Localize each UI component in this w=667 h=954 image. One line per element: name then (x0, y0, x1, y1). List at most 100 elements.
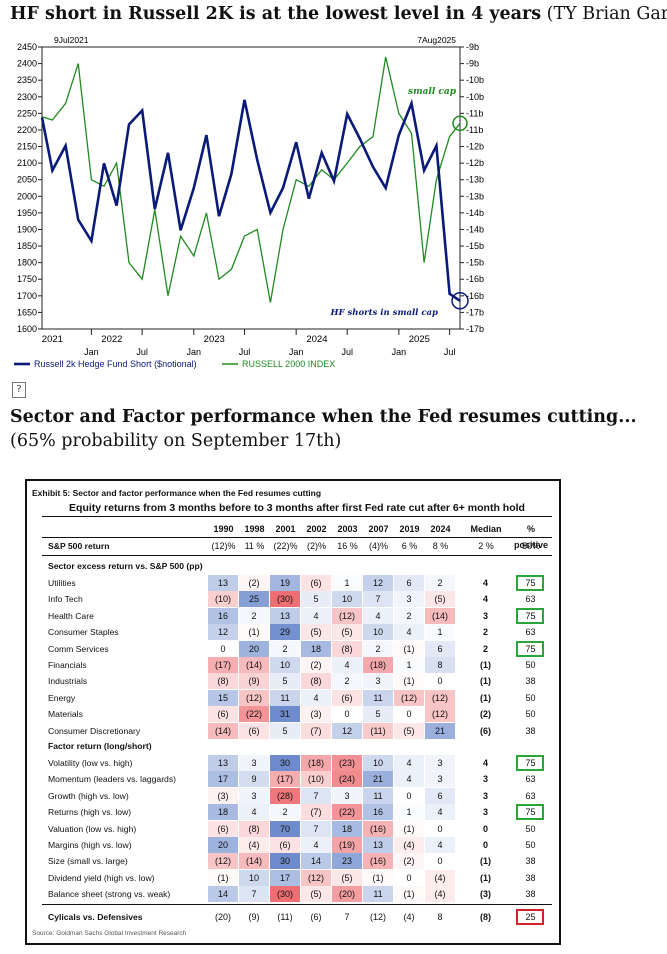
month-tick-label: Jan (84, 347, 99, 357)
factor-cell: (6) (270, 837, 300, 853)
factor-cell: 0 (406, 872, 412, 883)
sector-cell: (17) (208, 657, 238, 673)
factor-median: 3 (482, 807, 488, 818)
sector-cell: (6) (332, 689, 362, 706)
sector-cell: 12 (363, 575, 393, 591)
factor-cell: 7 (239, 886, 269, 903)
factor-cell: (16) (363, 820, 393, 837)
right-tick-label: -9b (466, 59, 479, 69)
exhibit-table: Exhibit 5: Sector and factor performance… (25, 479, 561, 945)
chart1-heading-rest: (TY Brian Garrett) (546, 4, 667, 24)
sector-cell: (2) (301, 657, 331, 673)
sector-cell: 16 (208, 607, 238, 624)
factor-cell: 16 (363, 804, 393, 821)
factor-cell: (30) (270, 886, 300, 903)
factor-row: Volatility (low vs. high) 13 3 30 (18) (23) 10… (42, 755, 552, 771)
year-label: 2022 (101, 334, 122, 345)
sector-cell: (14) (425, 607, 455, 624)
sector-row: Comm Services 0 20 2 18 (8) 2 (1) 6 2 75 (42, 640, 552, 657)
factor-row: Valuation (low vs. high) (6) (8) 70 7 18 (16)(… (42, 820, 552, 837)
column-header: 1998 (244, 524, 265, 534)
sector-cell: (12) (239, 689, 269, 706)
end-date-label: 7Aug2025 (417, 35, 456, 45)
sector-row: Materials (6) (22) 31 (3) 0 5 0 (12) (2) 50 (42, 706, 552, 723)
sector-cell: 4 (301, 607, 331, 624)
cyclicals-cell: 8 (437, 912, 443, 922)
cyclicals-cell: (12) (369, 912, 386, 922)
sector-row-label: Utilities (48, 578, 76, 588)
right-tick-label: -14b (466, 208, 484, 218)
broken-image-icon: ? (12, 382, 26, 398)
factor-median: (1) (480, 872, 491, 883)
left-tick-label: 2200 (17, 125, 37, 135)
month-tick-label: Jul (136, 347, 148, 357)
sector-row: Financials (17) (14) 10 (2) 4 (18) 1 8 (1) 50 (42, 657, 552, 673)
factor-pct-positive: 75 (525, 758, 536, 768)
sector-cell: 19 (270, 575, 300, 591)
start-date-label: 9Jul2021 (54, 35, 89, 45)
sector-cell: (8) (332, 640, 362, 657)
factor-cell: 20 (208, 837, 238, 853)
sector-cell: 11 (270, 689, 300, 706)
factor-row-label: Valuation (low vs. high) (48, 823, 137, 834)
sector-row-label: Materials (48, 709, 83, 720)
factor-row-label: Margins (high vs. low) (48, 840, 132, 850)
factor-cell: (4) (425, 869, 455, 886)
left-tick-label: 1700 (17, 291, 37, 301)
sector-cell: 21 (425, 722, 455, 739)
sector-cell: 4 (363, 607, 393, 624)
factor-cell: 70 (270, 820, 300, 837)
sector-cell: (6) (239, 722, 269, 739)
factor-cell: 13 (208, 755, 238, 771)
sector-row: Consumer Staples 12 (1) 29 (5) (5) 10 4 1 2 63 (42, 624, 552, 641)
factor-row-label: Growth (high vs. low) (48, 790, 129, 801)
sector-median: 4 (482, 594, 488, 605)
sector-median: 2 (482, 627, 488, 638)
column-header: 2001 (275, 524, 296, 534)
chart1-heading: HF short in Russell 2K is at the lowest … (10, 2, 667, 26)
sector-highlight-box (516, 575, 544, 591)
sp500-value: (2)% (306, 541, 326, 551)
sector-cell: 0 (220, 643, 226, 654)
sector-pct-positive: 75 (525, 643, 536, 654)
factor-cell: (5) (301, 886, 331, 903)
month-tick-label: Jan (289, 347, 304, 357)
factor-cell: 23 (332, 853, 362, 870)
sector-cell: 1 (394, 657, 424, 673)
sp500-label: S&P 500 return (48, 541, 110, 551)
factor-cell: (22) (332, 804, 362, 821)
factor-row-label: Dividend yield (high vs. low) (48, 872, 155, 883)
exhibit-source: Source: Goldman Sachs Global Investment … (32, 930, 187, 937)
column-header: % positive (513, 524, 548, 550)
sector-row: Consumer Discretionary (14) (6) 5 (7) 12 (11)(… (42, 722, 552, 739)
factor-cell: (4) (239, 837, 269, 853)
factor-cell: 0 (406, 790, 412, 801)
factor-cell: (1) (394, 820, 424, 837)
factor-cell: 18 (208, 804, 238, 821)
sector-cell: 0 (437, 676, 443, 687)
sector-cell: (6) (208, 706, 238, 723)
right-tick-label: -10b (466, 75, 484, 85)
cyclicals-cell: (6) (310, 912, 322, 922)
factor-cell: 9 (239, 771, 269, 788)
sector-cell: (7) (301, 722, 331, 739)
factor-cell: 30 (270, 755, 300, 771)
sp500-value: (4)% (368, 541, 388, 551)
year-label: 2021 (42, 334, 63, 345)
right-tick-label: -15b (466, 258, 484, 268)
sector-pct-positive: 50 (525, 692, 536, 703)
sp500-value: 50% (521, 541, 540, 551)
sector-cell: 4 (332, 657, 362, 673)
sp500-separator (42, 555, 552, 556)
sector-cell: 12 (332, 722, 362, 739)
right-tick-label: -11b (466, 125, 483, 135)
factor-row: Growth (high vs. low) (3) 3 (28) 7 3 11 0 6 3 63 (42, 787, 552, 804)
factor-cell: 3 (239, 755, 269, 771)
column-header: 2007 (368, 524, 389, 534)
factor-cell: (17) (270, 771, 300, 788)
factor-pct-positive: 63 (525, 790, 536, 801)
factor-cell: (16) (363, 853, 393, 870)
sector-row: Energy 15 (12) 11 4 (6) 11 (12) (12) (1) 50 (42, 689, 552, 706)
sector-pct-positive: 38 (525, 676, 536, 687)
right-tick-label: -13b (466, 191, 484, 201)
